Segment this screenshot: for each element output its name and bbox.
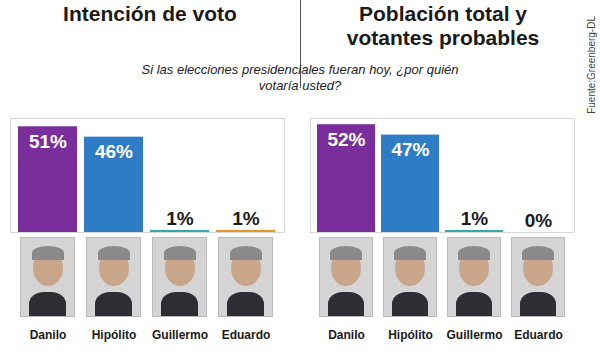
svg-text:Danilo: Danilo — [30, 328, 67, 342]
svg-text:Danilo: Danilo — [328, 328, 365, 342]
svg-text:52%: 52% — [327, 129, 365, 150]
svg-text:Hipólito: Hipólito — [92, 328, 137, 342]
svg-text:51%: 51% — [29, 131, 67, 152]
html-text:Si las elecciones presidencial: Si las elecciones presidenciales fueran … — [141, 62, 459, 93]
svg-text:0%: 0% — [525, 210, 553, 231]
html-text:Fuente:Greenberg-DL: Fuente:Greenberg-DL — [586, 16, 597, 114]
svg-text:1%: 1% — [166, 208, 194, 229]
svg-text:Eduardo: Eduardo — [222, 328, 271, 342]
svg-text:Hipólito: Hipólito — [388, 328, 433, 342]
svg-text:47%: 47% — [391, 139, 429, 160]
svg-text:46%: 46% — [95, 141, 133, 162]
svg-text:Guillermo: Guillermo — [446, 328, 502, 342]
svg-text:Eduardo: Eduardo — [514, 328, 563, 342]
html-text:Intención de voto: Intención de voto — [63, 2, 237, 25]
svg-text:1%: 1% — [232, 208, 260, 229]
svg-text:1%: 1% — [461, 208, 489, 229]
html-text:Población total y votantes pro: Población total y votantes probables — [346, 2, 540, 49]
svg-text:Guillermo: Guillermo — [152, 328, 208, 342]
